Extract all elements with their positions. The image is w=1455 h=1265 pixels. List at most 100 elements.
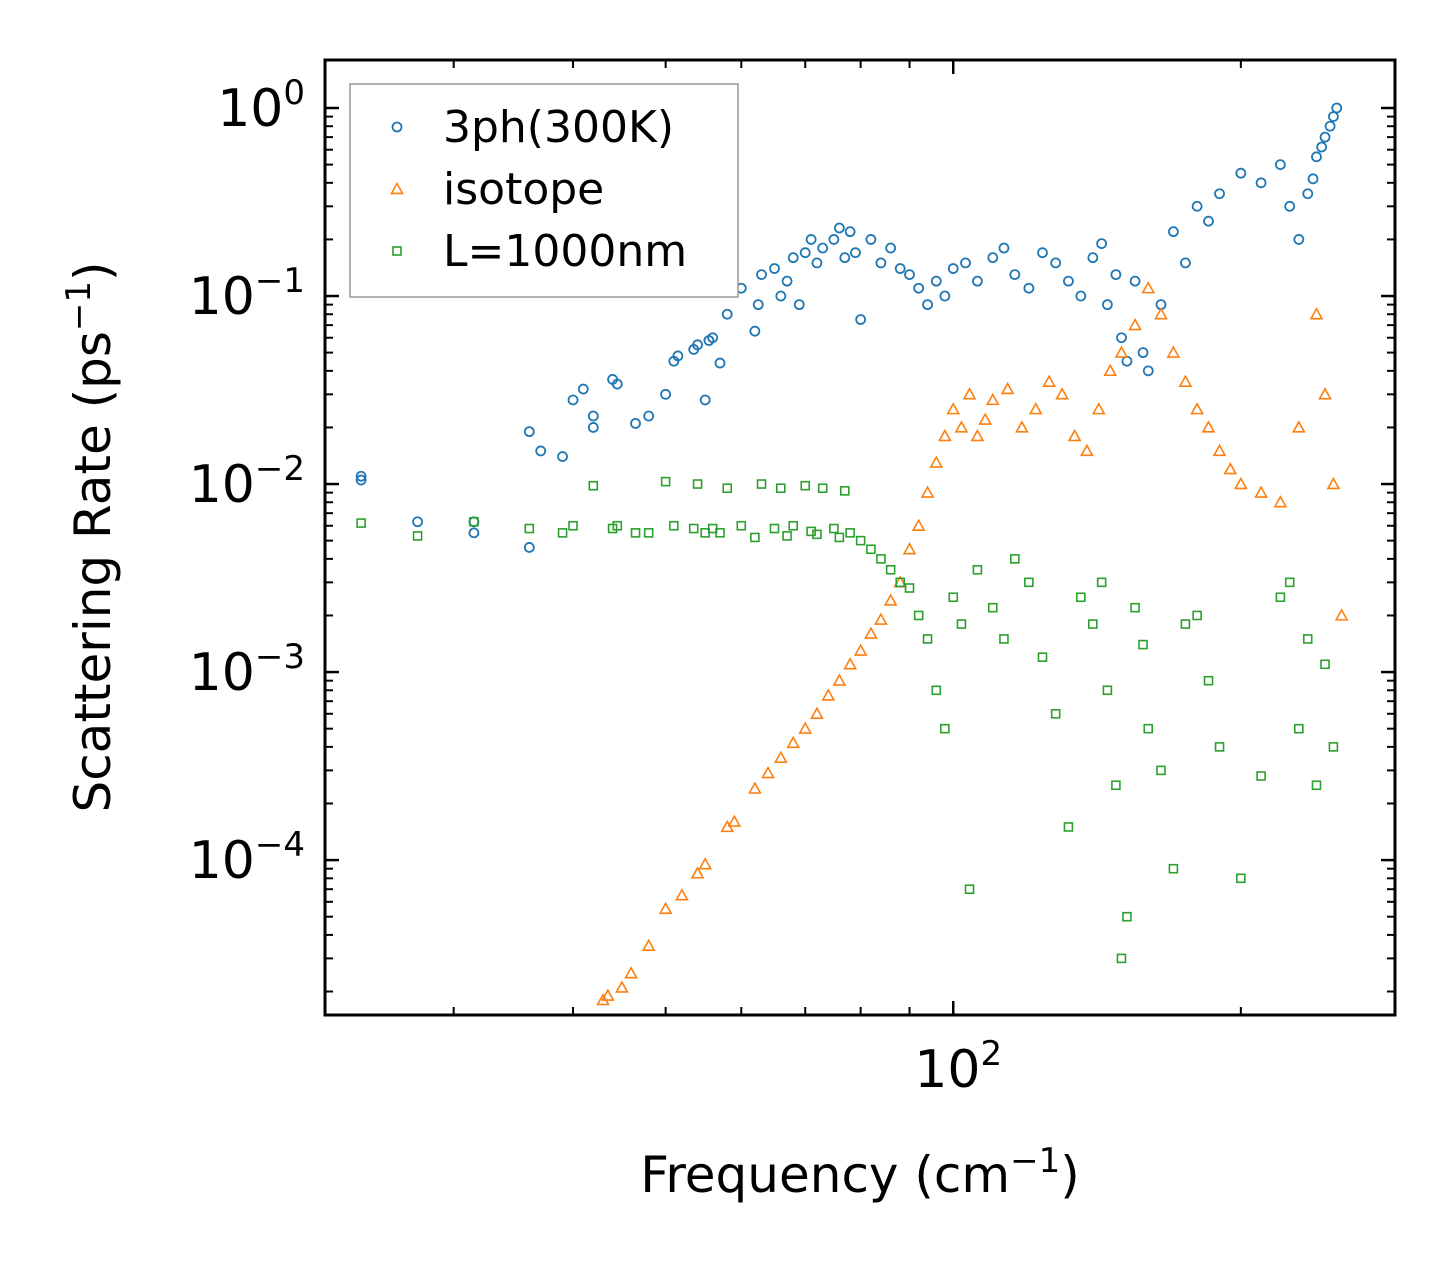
data-point	[904, 269, 915, 280]
data-point	[817, 242, 829, 254]
data-point	[913, 282, 925, 294]
data-point	[985, 392, 1000, 406]
data-point	[688, 523, 699, 534]
data-point	[624, 966, 638, 979]
data-point	[972, 275, 983, 287]
data-point	[1328, 111, 1339, 123]
data-point	[1311, 151, 1322, 163]
data-point	[1192, 610, 1202, 621]
data-point	[1067, 428, 1082, 442]
data-point	[811, 257, 823, 269]
data-point	[1294, 723, 1304, 734]
data-point	[1050, 257, 1062, 269]
data-point	[855, 535, 866, 546]
legend-marker	[392, 246, 402, 256]
data-point	[1178, 374, 1193, 387]
data-point	[769, 263, 780, 274]
data-point	[568, 520, 578, 531]
data-point	[885, 242, 897, 254]
data-point	[587, 410, 599, 422]
data-point	[749, 325, 761, 337]
data-point	[727, 814, 742, 827]
data-point	[641, 938, 656, 952]
data-point	[587, 422, 599, 433]
data-point	[999, 634, 1009, 644]
data-point	[468, 516, 480, 528]
data-point	[523, 426, 535, 438]
x-tick-label: 102	[914, 1034, 1002, 1100]
data-point	[535, 445, 547, 457]
data-point	[1143, 723, 1154, 734]
data-point	[355, 474, 367, 486]
data-point	[874, 612, 888, 625]
legend-label: 3ph(300K)	[443, 102, 674, 153]
data-point	[799, 247, 811, 259]
data-point	[567, 394, 579, 406]
data-point	[987, 252, 999, 264]
data-point	[714, 357, 726, 369]
data-point	[1254, 485, 1268, 498]
data-point	[788, 520, 799, 531]
data-point	[672, 350, 684, 362]
data-point	[855, 314, 867, 325]
data-point	[1203, 215, 1214, 227]
data-point	[750, 532, 760, 543]
data-point	[769, 523, 780, 534]
data-point	[1309, 307, 1324, 320]
data-point	[1328, 742, 1339, 752]
data-point	[1284, 200, 1296, 212]
data-point	[806, 526, 816, 537]
data-point	[1102, 685, 1113, 696]
data-point	[1324, 120, 1336, 132]
x-axis-ticks: 102	[452, 60, 1242, 1100]
data-point	[929, 455, 944, 468]
legend-label: L=1000nm	[443, 226, 687, 277]
data-point	[756, 479, 767, 489]
data-point	[885, 564, 896, 575]
data-point	[1088, 619, 1098, 629]
data-point	[843, 657, 858, 670]
data-point	[828, 234, 840, 245]
data-point	[722, 483, 733, 494]
data-point	[1326, 476, 1341, 490]
data-point	[954, 420, 969, 433]
data-point	[956, 619, 967, 629]
data-point	[660, 388, 672, 400]
data-point	[1114, 345, 1129, 358]
data-point	[800, 480, 811, 491]
data-point	[1223, 462, 1238, 475]
data-point	[1319, 131, 1331, 143]
data-point	[1116, 953, 1127, 964]
data-point	[1302, 188, 1314, 200]
data-point	[1080, 443, 1094, 457]
data-point	[895, 577, 905, 588]
legend-label: isotope	[443, 164, 604, 215]
series-1	[596, 281, 1349, 1006]
data-point	[1233, 476, 1248, 490]
data-point	[524, 523, 535, 534]
data-point	[1201, 420, 1216, 433]
data-point	[690, 866, 705, 879]
data-point	[1235, 167, 1247, 179]
data-point	[1190, 402, 1204, 415]
data-point	[839, 252, 851, 264]
data-point	[939, 290, 951, 302]
data-point	[1009, 269, 1021, 280]
data-point	[643, 528, 654, 538]
series-2	[356, 476, 1339, 964]
data-point	[864, 626, 878, 639]
data-point	[817, 483, 828, 494]
data-point	[998, 242, 1010, 254]
data-point	[845, 528, 855, 538]
data-point	[781, 275, 793, 287]
data-point	[611, 378, 623, 390]
data-point	[1122, 911, 1132, 922]
data-point	[946, 402, 961, 415]
data-point	[643, 410, 655, 422]
data-point	[412, 531, 423, 541]
data-point	[1256, 771, 1266, 781]
data-point	[1316, 141, 1328, 153]
data-point	[947, 263, 959, 274]
data-point	[1141, 281, 1156, 294]
data-point	[902, 542, 917, 555]
